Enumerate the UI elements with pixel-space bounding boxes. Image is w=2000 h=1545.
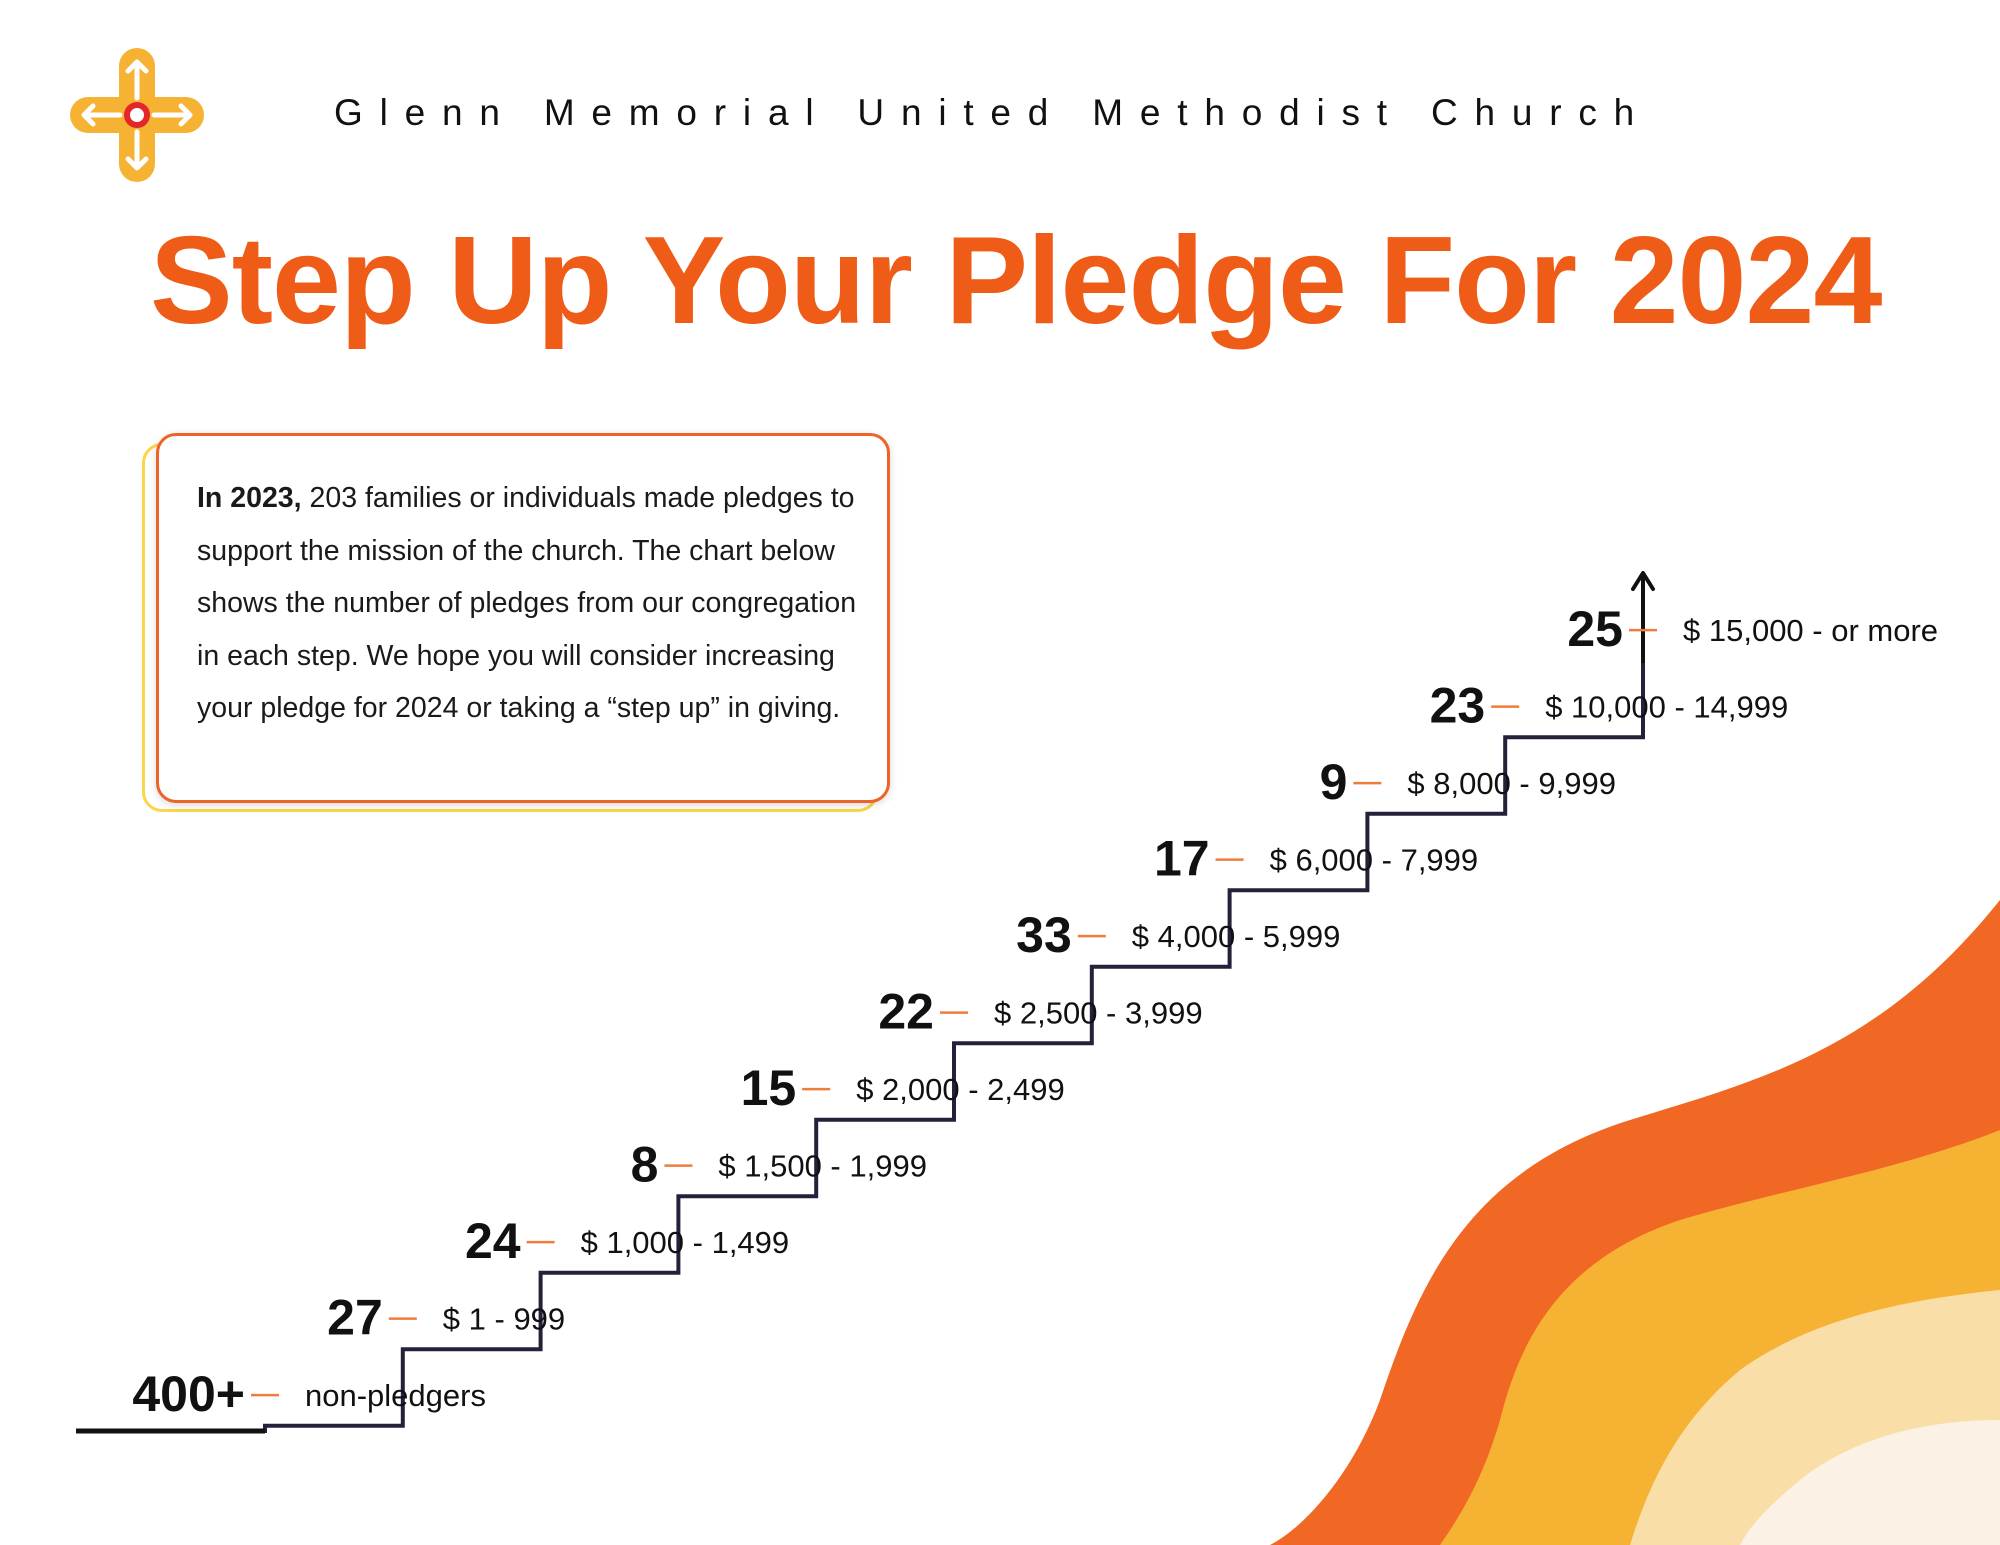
staircase-line [263,660,1645,1433]
step-count-label: 25 [1567,601,1623,657]
step-count-label: 9 [1320,754,1348,810]
step-count-label: 27 [327,1290,383,1346]
info-body: 203 families or individuals made pledges… [197,482,857,724]
step-count-label: 33 [1016,907,1072,963]
cross-arrows-logo-icon [70,48,204,182]
organization-name: Glenn Memorial United Methodist Church [334,92,1652,133]
step-range-label: $ 4,000 - 5,999 [1132,919,1341,954]
page-title: Step Up Your Pledge For 2024 [150,212,1882,350]
step-range-label: $ 2,000 - 2,499 [856,1072,1065,1107]
step-count-label: 22 [878,984,934,1040]
step-up-arrowhead-icon [1631,571,1655,591]
step-count-label: 400+ [132,1366,245,1422]
step-count-label: 23 [1430,678,1486,734]
step-range-label: $ 10,000 - 14,999 [1545,690,1788,725]
step-range-label: $ 1,000 - 1,499 [581,1225,790,1260]
step-range-label: $ 2,500 - 3,999 [994,996,1203,1031]
step-count-label: 8 [631,1137,659,1193]
step-count-label: 17 [1154,831,1210,887]
info-paragraph: In 2023, 203 families or individuals mad… [197,472,877,735]
step-range-label: $ 1,500 - 1,999 [718,1149,927,1184]
info-lead: In 2023, [197,482,302,514]
info-box: In 2023, 203 families or individuals mad… [156,433,890,803]
step-range-label: $ 15,000 - or more [1683,613,1938,648]
step-range-label: $ 1 - 999 [443,1302,565,1337]
cream-wave [1740,1420,2000,1545]
step-range-label: $ 6,000 - 7,999 [1270,843,1479,878]
step-range-label: non-pledgers [305,1378,486,1413]
step-range-label: $ 8,000 - 9,999 [1407,766,1616,801]
step-count-label: 24 [465,1213,521,1269]
step-count-label: 15 [741,1060,797,1116]
